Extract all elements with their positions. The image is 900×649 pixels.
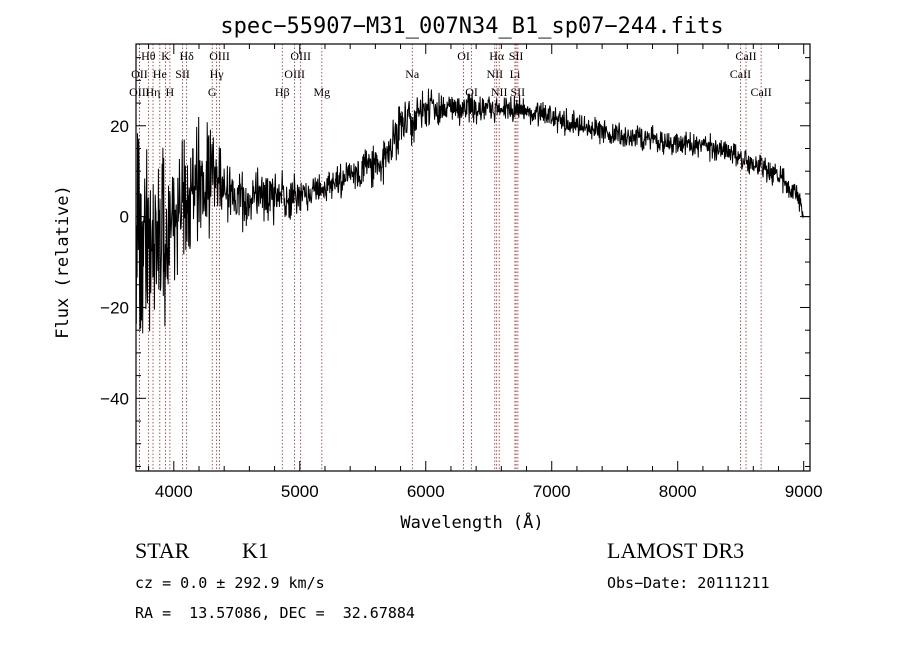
object-subclass: K1: [242, 538, 269, 563]
y-tick-label: −20: [100, 298, 129, 317]
spectral-line-label: SII: [175, 67, 190, 81]
spectral-line-label: OI: [457, 49, 470, 63]
spectral-line-label: Li: [510, 67, 521, 81]
observation-date: Obs−Date: 20111211: [607, 574, 770, 592]
spectral-line-label: Mg: [313, 85, 330, 99]
y-tick-label: −40: [100, 389, 129, 408]
y-axis: −40 −20 0 20: [100, 57, 810, 467]
y-tick-label: 20: [110, 117, 129, 136]
spectral-line-label: Hη: [146, 85, 161, 99]
x-axis: 4000 5000 6000 7000 8000 9000: [148, 44, 823, 501]
spectral-line-label: NII: [491, 85, 508, 99]
x-tick-label: 6000: [407, 482, 445, 501]
spectral-line-label: H: [166, 85, 175, 99]
x-tick-label: 9000: [785, 482, 823, 501]
spectral-line-label: SII: [509, 49, 524, 63]
x-tick-label: 5000: [281, 482, 319, 501]
spectral-line-label: He: [153, 67, 167, 81]
spectral-line-markers: [139, 44, 762, 471]
spectral-line-label: OIII: [129, 85, 150, 99]
spectral-line-label: CaII: [750, 85, 771, 99]
spectral-line-label: SII: [511, 85, 526, 99]
spectral-line-label: Na: [405, 67, 420, 81]
spectral-line-label: OIII: [290, 49, 311, 63]
spectral-line-label: Hθ: [141, 49, 156, 63]
spectral-line-label: Hγ: [210, 67, 225, 81]
spectral-line-label: Hα: [489, 49, 505, 63]
plot-frame: [135, 43, 811, 472]
chart-title: spec−55907−M31_007N34_B1_sp07−244.fits: [220, 14, 723, 39]
x-tick-label: 4000: [155, 482, 193, 501]
spectral-line-label: OII: [131, 67, 148, 81]
spectral-line-label: NII: [486, 67, 503, 81]
spectral-line-label: Hδ: [179, 49, 194, 63]
spectral-line-label: CaII: [735, 49, 756, 63]
object-class: STAR: [135, 538, 190, 563]
x-tick-label: 7000: [533, 482, 571, 501]
coordinates: RA = 13.57086, DEC = 32.67884: [135, 604, 415, 622]
spectral-line-label: OIII: [209, 49, 230, 63]
spectral-line-label: G: [208, 85, 217, 99]
y-axis-label: Flux (relative): [53, 185, 73, 339]
y-tick-label: 0: [120, 208, 129, 227]
survey-name: LAMOST DR3: [607, 538, 745, 563]
x-axis-label: Wavelength (Å): [400, 511, 543, 533]
spectral-line-label: OIII: [284, 67, 305, 81]
spectral-line-label: CaII: [730, 67, 751, 81]
spectral-line-label: Hβ: [275, 85, 290, 99]
spectrum-trace: [135, 88, 810, 334]
x-tick-label: 8000: [659, 482, 697, 501]
redshift-velocity: cz = 0.0 ± 292.9 km/s: [135, 574, 325, 592]
spectral-line-label: K: [161, 49, 170, 63]
